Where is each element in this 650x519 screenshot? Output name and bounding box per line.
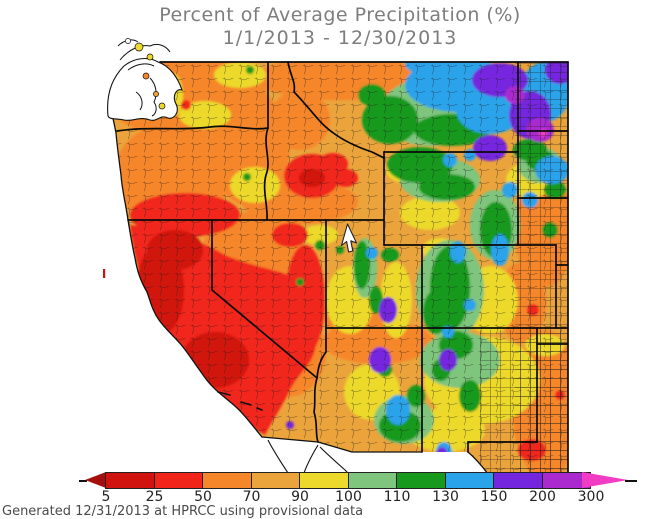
mouse-cursor <box>340 223 358 253</box>
colorbar-segment-25-50 <box>154 473 203 488</box>
colorbar-tick-25: 25 <box>145 489 164 505</box>
colorbar-underflow-arrow <box>85 472 106 488</box>
map-fill-layer <box>111 62 568 476</box>
stray-red-tick <box>103 269 106 278</box>
colorbar-axis-tail-left <box>79 480 87 482</box>
texas-county-grid <box>480 330 568 476</box>
colorbar-segment-200-300 <box>542 473 590 488</box>
colorbar-tick-100: 100 <box>335 489 362 505</box>
colorbar-legend: 5 25 50 70 90 100 110 130 150 200 300 <box>79 472 641 506</box>
colorbar-segment-90-100 <box>300 473 349 488</box>
colorbar-segments <box>105 472 591 489</box>
colorbar-tick-70: 70 <box>242 489 261 505</box>
colorbar-tick-110: 110 <box>383 489 411 505</box>
colorbar-tick-90: 90 <box>291 489 309 505</box>
colorbar-tick-300: 300 <box>577 489 605 505</box>
colorbar-segment-130-150 <box>445 473 494 488</box>
colorbar-segment-5-25 <box>106 473 155 488</box>
colorbar-segment-50-70 <box>203 473 252 488</box>
colorbar-tick-50: 50 <box>194 489 212 505</box>
colorbar-tick-130: 130 <box>432 489 459 505</box>
colorbar-segment-110-130 <box>397 473 446 488</box>
colorbar-overflow-arrow <box>582 472 628 488</box>
colorbar-tick-5: 5 <box>101 489 111 505</box>
colorbar-tick-200: 200 <box>529 489 556 505</box>
colorbar-axis-tail-right <box>625 480 637 482</box>
channel-islands <box>217 391 263 411</box>
colorbar-tick-150: 150 <box>480 489 508 505</box>
chart-subtitle: 1/1/2013 - 12/30/2013 <box>222 27 458 49</box>
colorbar-segment-150-200 <box>494 473 543 488</box>
colorbar-segment-70-90 <box>251 473 300 488</box>
puget-sound <box>107 38 183 121</box>
colorbar-segment-100-110 <box>348 473 397 488</box>
state-borders <box>116 61 569 475</box>
chart-title: Percent of Average Precipitation (%) <box>159 4 521 26</box>
